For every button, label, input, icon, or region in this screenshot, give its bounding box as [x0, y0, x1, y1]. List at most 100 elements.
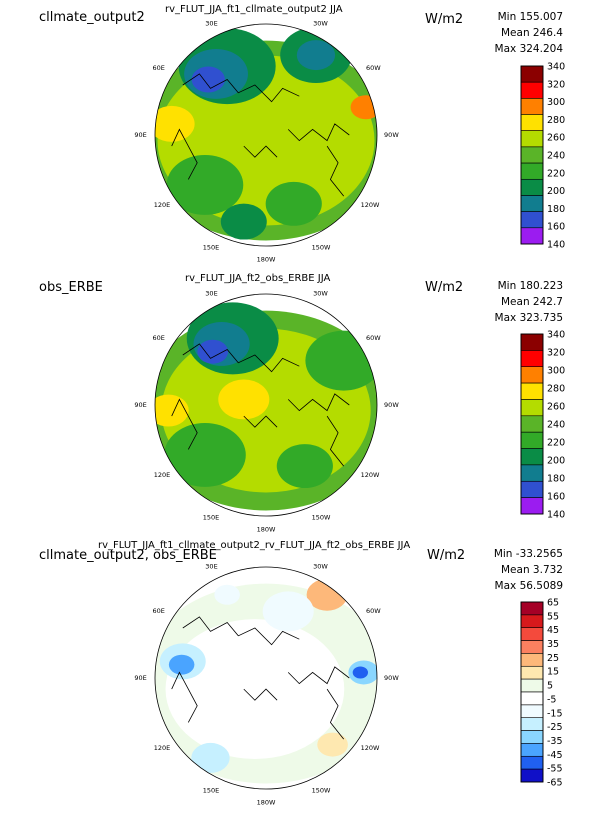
coastline: [326, 688, 345, 740]
polar-map-obs: 30E 30W 60E 60W 90E 90W 120E 120W 150E 150W 180W 34…: [134, 289, 565, 533]
lon-label: 150W: [312, 244, 331, 252]
colorbar-swatch: [520, 399, 544, 417]
coastline: [243, 415, 278, 428]
colorbar-swatch: [520, 366, 544, 384]
colorbar-tick-label: 320: [547, 348, 565, 359]
field-contour: [165, 619, 345, 760]
field-contour: [220, 203, 267, 240]
colorbar-tick-label: 180: [547, 474, 565, 485]
colorbar-swatch: [520, 640, 544, 654]
panel-obs: obs_ERBE rv_FLUT_JJA_ft2_obs_ERBE JJA W/…: [0, 270, 606, 540]
lon-label: 180W: [257, 255, 276, 263]
colorbar-tick-label: -45: [547, 750, 563, 761]
colorbar-frame: [520, 601, 544, 783]
lon-label: 150W: [312, 787, 331, 795]
colorbar-swatch: [520, 464, 544, 482]
lon-label: 30E: [205, 19, 217, 27]
colorbar-tick-label: 340: [547, 330, 565, 341]
field-contour: [214, 584, 240, 605]
colorbar-tick-label: 280: [547, 384, 565, 395]
colorbar-frame: [520, 65, 544, 245]
lon-label: 60E: [153, 64, 165, 72]
colorbar-swatch: [520, 601, 544, 616]
panel-title: rv_FLUT_JJA_ft1_cllmate_output2_rv_FLUT_…: [98, 540, 411, 551]
colorbar-swatch: [520, 704, 544, 719]
map-outline: [154, 566, 378, 790]
colorbar-swatch: [520, 81, 544, 99]
field-contour: [168, 654, 195, 675]
lon-label: 90W: [384, 401, 399, 409]
colorbar-tick-label: 45: [547, 625, 559, 636]
field-layer: [155, 27, 377, 241]
coastline: [171, 398, 198, 450]
colorbar-tick-label: 280: [547, 115, 565, 126]
colorbar-tick-label: 140: [547, 510, 565, 521]
coastline: [182, 343, 300, 373]
lon-label: 120W: [361, 744, 380, 752]
field-contour: [164, 422, 246, 487]
coastline: [171, 128, 198, 180]
coastline: [243, 145, 278, 158]
field-contour: [218, 379, 270, 420]
map-outline: [154, 23, 378, 247]
colorbar-tick-label: 240: [547, 151, 565, 162]
colorbar-swatch: [520, 666, 544, 680]
colorbar-swatch: [520, 333, 544, 351]
colorbar-tick-label: 140: [547, 240, 565, 251]
stat-max: Max 324.204: [494, 43, 563, 55]
polar-map-diff: 30E 30W 60E 60W 90E 90W 120E 120W 150E 150W 180W 65…: [134, 562, 563, 806]
colorbar-tick-label: -25: [547, 722, 563, 733]
coastline: [287, 666, 350, 685]
lon-label: 150E: [203, 787, 220, 795]
colorbar-swatch: [520, 130, 544, 148]
colorbar-swatch: [520, 114, 544, 131]
colorbar-swatch: [520, 743, 544, 757]
colorbar-swatch: [520, 98, 544, 115]
colorbar-tick-label: -65: [547, 778, 563, 789]
colorbar-tick-label: 55: [547, 611, 559, 622]
coastline: [287, 393, 350, 412]
field-contour: [166, 154, 244, 215]
panel-model: cllmate_output2 rv_FLUT_JJA_ft1_cllmate_…: [0, 0, 606, 270]
colorbar-tick-label: 160: [547, 222, 565, 233]
lon-label: 120W: [361, 201, 380, 209]
colorbar-swatch: [520, 162, 544, 180]
colorbar-tick-label: 300: [547, 97, 565, 108]
stat-min: Min 155.007: [497, 11, 563, 23]
field-contour: [262, 591, 314, 632]
colorbar-swatch: [520, 481, 544, 498]
lon-label: 60W: [366, 334, 381, 342]
colorbar-tick-label: 320: [547, 79, 565, 90]
lon-label: 150E: [203, 244, 220, 252]
lon-label: 120E: [154, 471, 171, 479]
units-label: W/m2: [425, 280, 464, 295]
lon-label: 30W: [313, 562, 328, 570]
stat-mean: Mean 242.7: [500, 296, 563, 308]
colorbar-swatch: [520, 431, 544, 449]
field-contour: [191, 742, 230, 773]
field-contour: [265, 181, 322, 226]
colorbar-swatch: [520, 65, 544, 83]
field-contour: [317, 732, 348, 757]
colorbar-swatch: [520, 756, 544, 770]
lon-label: 150E: [203, 514, 220, 522]
lon-label: 90E: [134, 401, 146, 409]
lon-label: 30W: [313, 289, 328, 297]
coastline: [171, 671, 198, 723]
colorbar-tick-label: 260: [547, 402, 565, 413]
colorbar-swatch: [520, 717, 544, 731]
colorbar-tick-label: -5: [547, 694, 556, 705]
colorbar-tick-label: 340: [547, 62, 565, 73]
colorbar-tick-label: 300: [547, 366, 565, 377]
field-contour: [191, 66, 225, 93]
lon-label: 30E: [205, 289, 217, 297]
units-label: W/m2: [427, 548, 466, 563]
colorbar-tick-label: 15: [547, 667, 559, 678]
coastline: [326, 145, 345, 197]
colorbar-swatch: [520, 653, 544, 667]
stat-mean: Mean 246.4: [500, 27, 563, 39]
panel-left-label: obs_ERBE: [39, 280, 103, 295]
lon-label: 90E: [134, 131, 146, 139]
panel-left-label: cllmate_output2, obs_ERBE: [39, 548, 217, 563]
field-contour: [155, 105, 195, 142]
